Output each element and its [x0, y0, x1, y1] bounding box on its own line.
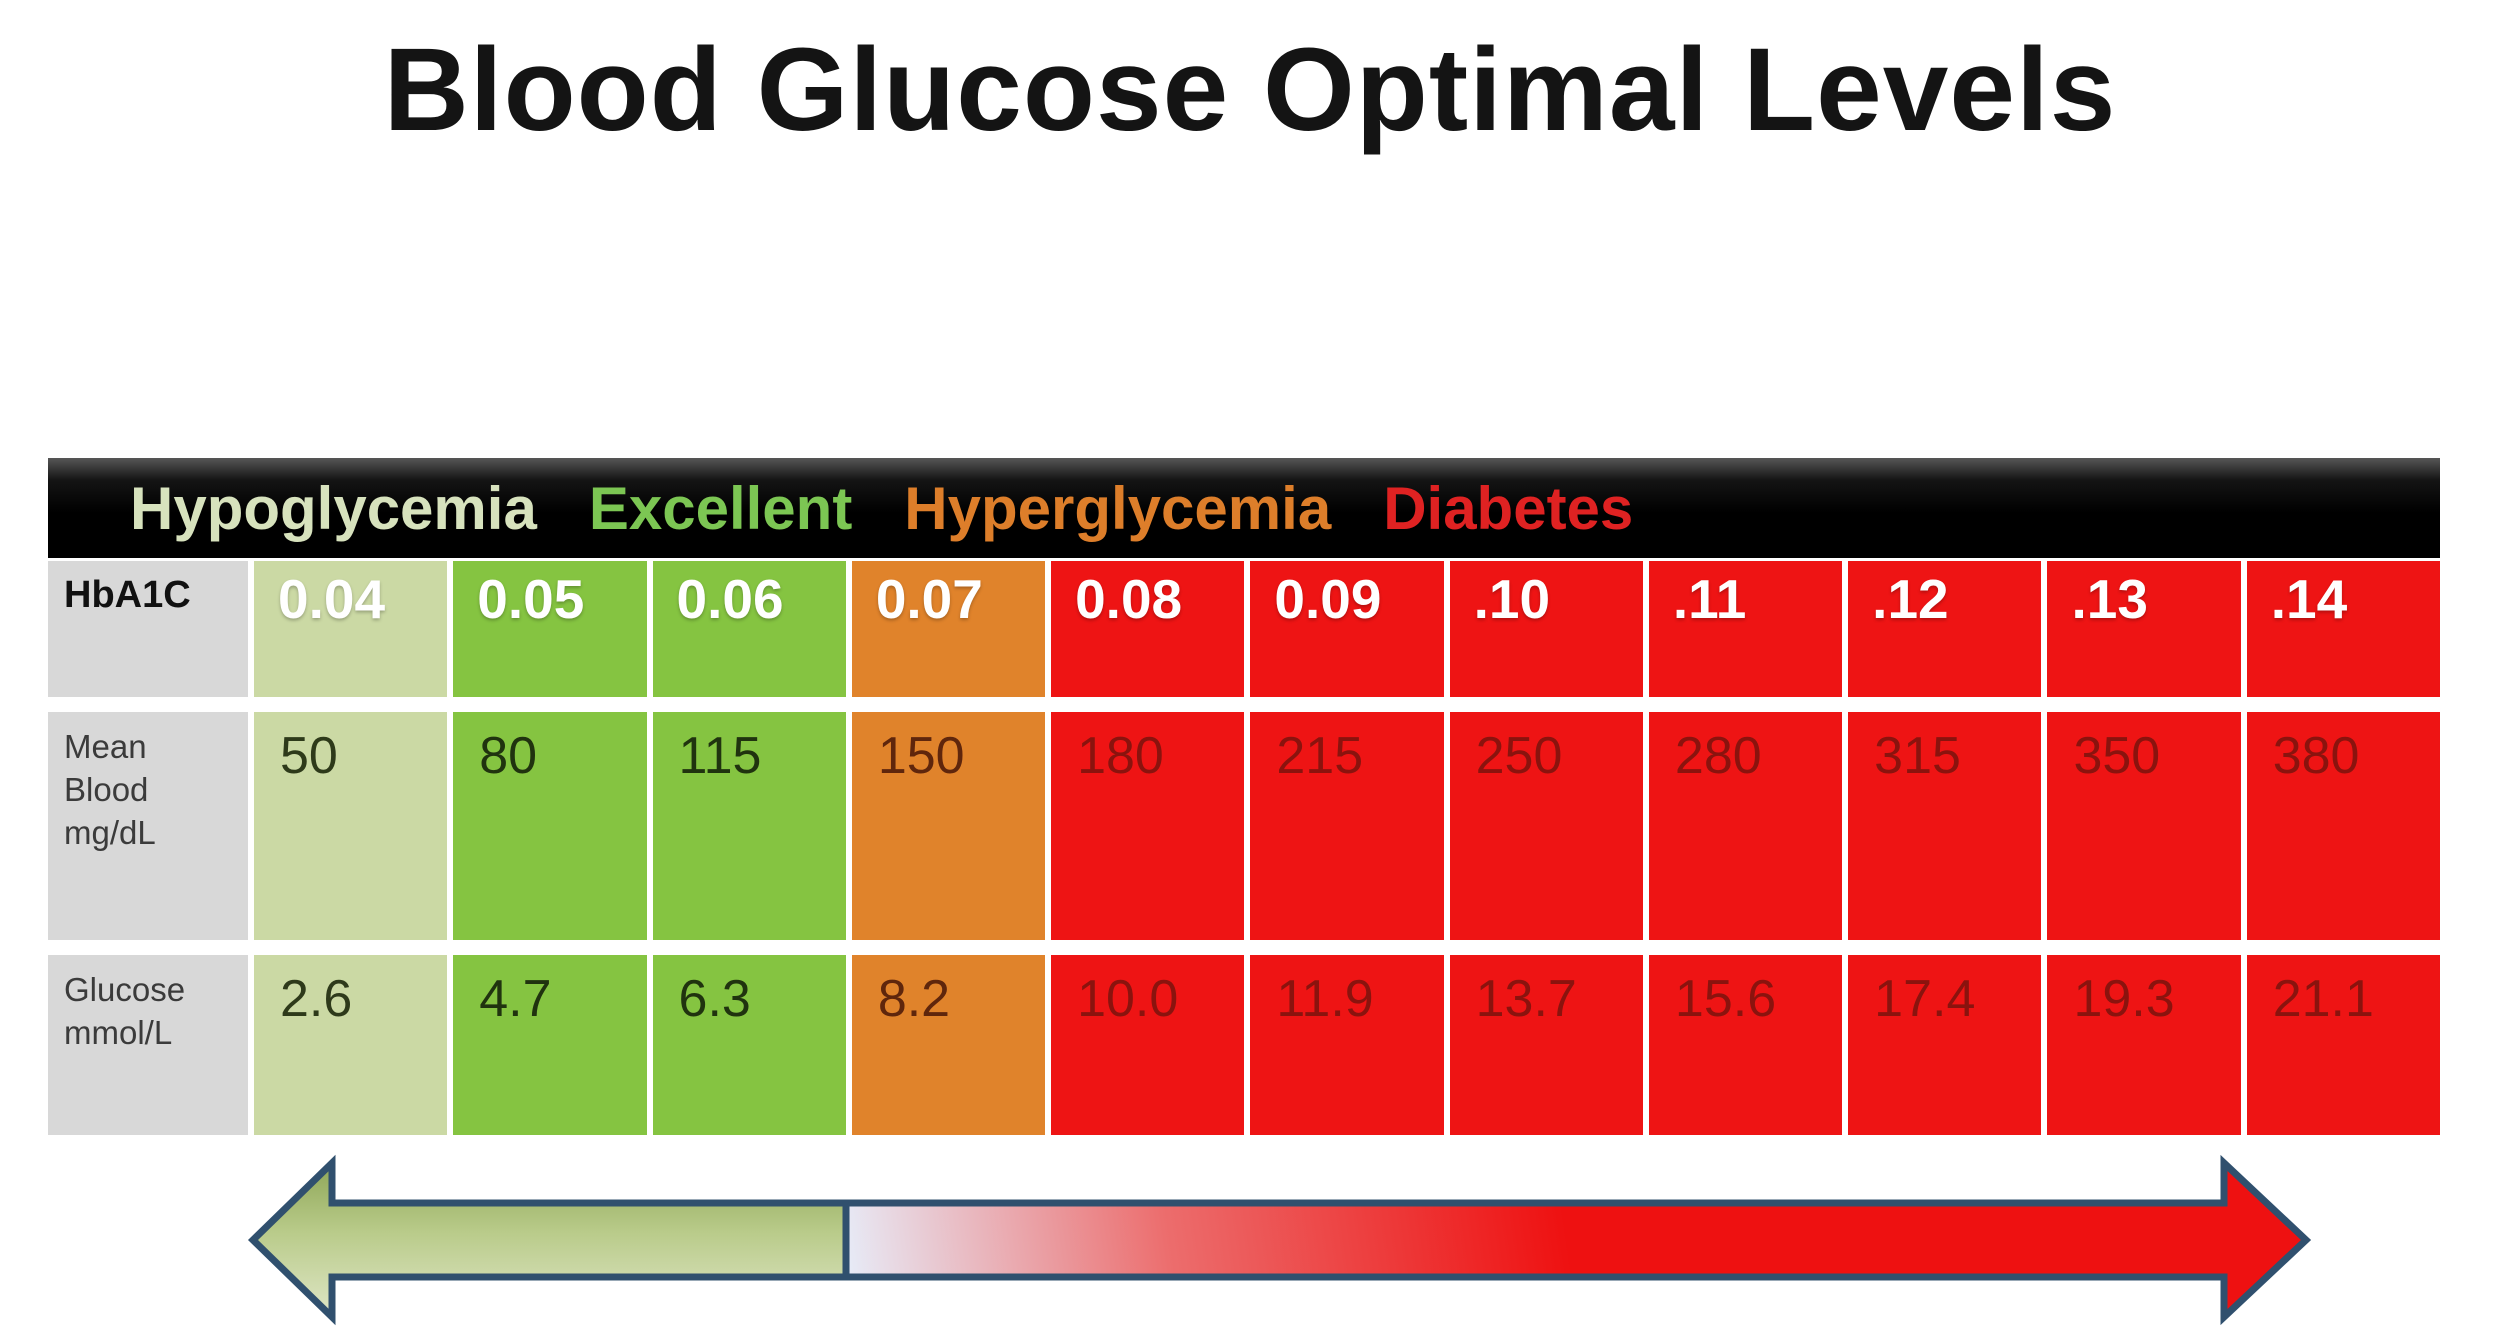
green-arrow-left [247, 1154, 850, 1326]
cell-hba1c-5: 0.09 [1250, 561, 1444, 697]
cell-hba1c-7: .11 [1648, 561, 1843, 697]
cell-mg_dl-8: 315 [1848, 712, 2042, 940]
page-title: Blood Glucose Optimal Levels [383, 24, 2117, 156]
cell-hba1c-2: 0.06 [652, 561, 846, 697]
cell-mg_dl-1: 80 [453, 712, 647, 940]
row-header-mmol_l: Glucose mmol/L [48, 955, 248, 1135]
cell-mmol_l-8: 17.4 [1848, 955, 2042, 1135]
cell-mmol_l-0: 2.6 [254, 955, 448, 1135]
cell-hba1c-6: .10 [1449, 561, 1643, 697]
cell-mg_dl-10: 380 [2246, 712, 2440, 940]
cell-mmol_l-7: 15.6 [1648, 955, 1843, 1135]
legend-item-hyperglycemia: Hyperglycemia [904, 474, 1332, 542]
cell-mmol_l-4: 10.0 [1051, 955, 1245, 1135]
legend-item-excellent: Excellent [588, 474, 853, 542]
cell-hba1c-8: .12 [1848, 561, 2042, 697]
cell-mg_dl-7: 280 [1648, 712, 1843, 940]
cell-mmol_l-2: 6.3 [652, 955, 846, 1135]
red-arrow-right [842, 1154, 2312, 1326]
cell-mg_dl-4: 180 [1051, 712, 1245, 940]
legend-bar: Hypoglycemia Excellent Hyperglycemia Diabet… [48, 458, 2440, 558]
legend-item-hypoglycemia: Hypoglycemia [130, 474, 537, 542]
cell-mg_dl-5: 215 [1250, 712, 1444, 940]
cell-mmol_l-9: 19.3 [2047, 955, 2241, 1135]
cell-hba1c-1: 0.05 [453, 561, 647, 697]
row-header-mg_dl: Mean Blood mg/dL [48, 712, 248, 940]
row-header-hba1c: HbA1C [48, 561, 248, 697]
cell-mmol_l-5: 11.9 [1250, 955, 1444, 1135]
cell-mg_dl-9: 350 [2047, 712, 2241, 940]
cell-mmol_l-3: 8.2 [851, 955, 1046, 1135]
cell-mmol_l-10: 21.1 [2246, 955, 2440, 1135]
cell-mg_dl-3: 150 [851, 712, 1046, 940]
legend-item-diabetes: Diabetes [1383, 474, 1634, 542]
cell-hba1c-4: 0.08 [1051, 561, 1245, 697]
cell-mmol_l-1: 4.7 [453, 955, 647, 1135]
cell-mg_dl-2: 115 [652, 712, 846, 940]
cell-mmol_l-6: 13.7 [1449, 955, 1643, 1135]
cell-hba1c-0: 0.04 [254, 561, 448, 697]
cell-hba1c-3: 0.07 [851, 561, 1046, 697]
cell-hba1c-10: .14 [2246, 561, 2440, 697]
cell-hba1c-9: .13 [2047, 561, 2241, 697]
cell-mg_dl-6: 250 [1449, 712, 1643, 940]
glucose-table: HbA1C 0.04 0.05 0.06 0.07 0.08 0.09.10.11.12.1… [48, 561, 2440, 1135]
cell-mg_dl-0: 50 [254, 712, 448, 940]
